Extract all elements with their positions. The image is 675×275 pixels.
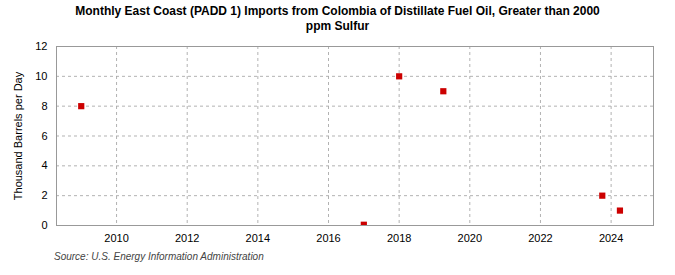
svg-text:2014: 2014 [246, 232, 270, 244]
svg-text:2020: 2020 [458, 232, 482, 244]
svg-text:8: 8 [41, 100, 47, 112]
svg-text:0: 0 [41, 219, 47, 231]
svg-text:2018: 2018 [387, 232, 411, 244]
svg-text:Thousand Barrels per Day: Thousand Barrels per Day [12, 71, 24, 200]
svg-text:2: 2 [41, 189, 47, 201]
svg-text:4: 4 [41, 159, 47, 171]
svg-text:12: 12 [35, 40, 47, 52]
html-text:Monthly East Coast (PADD 1) Im: Monthly East Coast (PADD 1) Imports from… [75, 4, 600, 33]
html-text:Source: U.S. Energy Informatio: Source: U.S. Energy Information Administ… [54, 251, 264, 262]
svg-text:2024: 2024 [599, 232, 623, 244]
svg-text:2022: 2022 [528, 232, 552, 244]
svg-text:2016: 2016 [316, 232, 340, 244]
svg-text:10: 10 [35, 70, 47, 82]
svg-text:2012: 2012 [175, 232, 199, 244]
svg-text:2010: 2010 [104, 232, 128, 244]
svg-text:6: 6 [41, 130, 47, 142]
